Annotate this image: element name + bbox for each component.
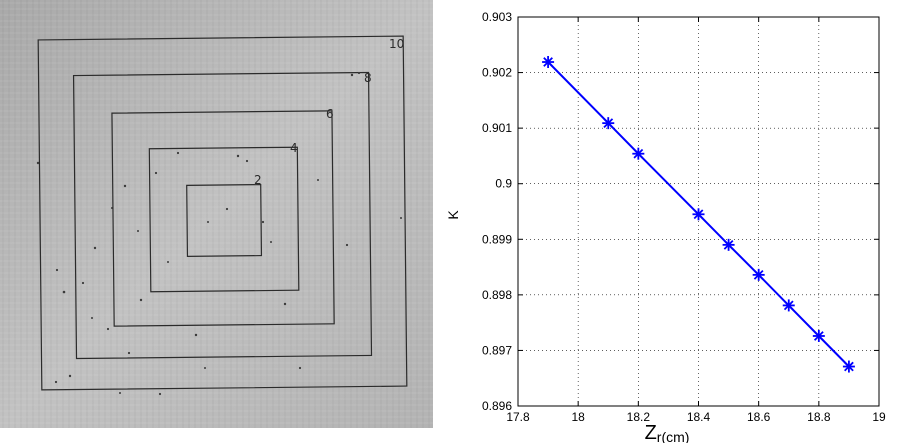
- y-tick-label: 0.901: [482, 121, 512, 135]
- grid-squares-photo: 10 8 6 4 2: [0, 0, 433, 428]
- x-tick-label: 18: [571, 410, 585, 424]
- x-tick-label: 18.8: [807, 410, 831, 424]
- square-label-2: 2: [254, 173, 262, 187]
- y-tick-label: 0.898: [482, 288, 512, 302]
- square-label-6: 6: [326, 107, 334, 121]
- square-8: [72, 71, 373, 360]
- square-label-10: 10: [389, 37, 404, 51]
- x-axis-label-sub: r(cm): [657, 429, 690, 443]
- data-point-marker: [632, 147, 645, 160]
- square-10: [37, 35, 408, 391]
- y-tick-label: 0.899: [482, 232, 512, 246]
- x-tick-label: 18.2: [627, 410, 651, 424]
- data-point-marker: [692, 208, 705, 221]
- square-4: [148, 146, 300, 293]
- y-tick-label: 0.902: [482, 66, 512, 80]
- x-axis-label: Zr(cm): [645, 422, 690, 443]
- data-point-marker: [782, 299, 795, 312]
- x-tick-label: 18.6: [747, 410, 771, 424]
- square-6: [111, 110, 335, 327]
- data-point-marker: [812, 329, 825, 342]
- x-axis-label-main: Z: [645, 422, 657, 443]
- chart: 17.8 18 18.2 18.4 18.6 18.8 19 0.896 0.897 0.898 0…: [445, 10, 886, 443]
- x-tick-label: 17.8: [506, 410, 530, 424]
- y-tick-label: 0.897: [482, 343, 512, 357]
- data-point-marker: [722, 238, 735, 251]
- y-tick-label: 0.9: [495, 177, 512, 191]
- square-label-4: 4: [290, 141, 298, 155]
- x-tick-label: 19: [872, 410, 886, 424]
- data-point-marker: [602, 117, 615, 130]
- data-point-marker: [752, 268, 765, 281]
- square-2: [186, 183, 263, 257]
- photo-texture: [0, 0, 433, 428]
- dust-specks: [36, 71, 402, 396]
- y-tick-label: 0.896: [482, 399, 512, 413]
- y-tick-label: 0.903: [482, 10, 512, 24]
- x-tick-label: 18.4: [687, 410, 711, 424]
- y-axis-label: K: [445, 210, 461, 220]
- square-label-8: 8: [364, 71, 372, 85]
- data-point-marker: [842, 360, 855, 373]
- data-point-marker: [542, 56, 555, 69]
